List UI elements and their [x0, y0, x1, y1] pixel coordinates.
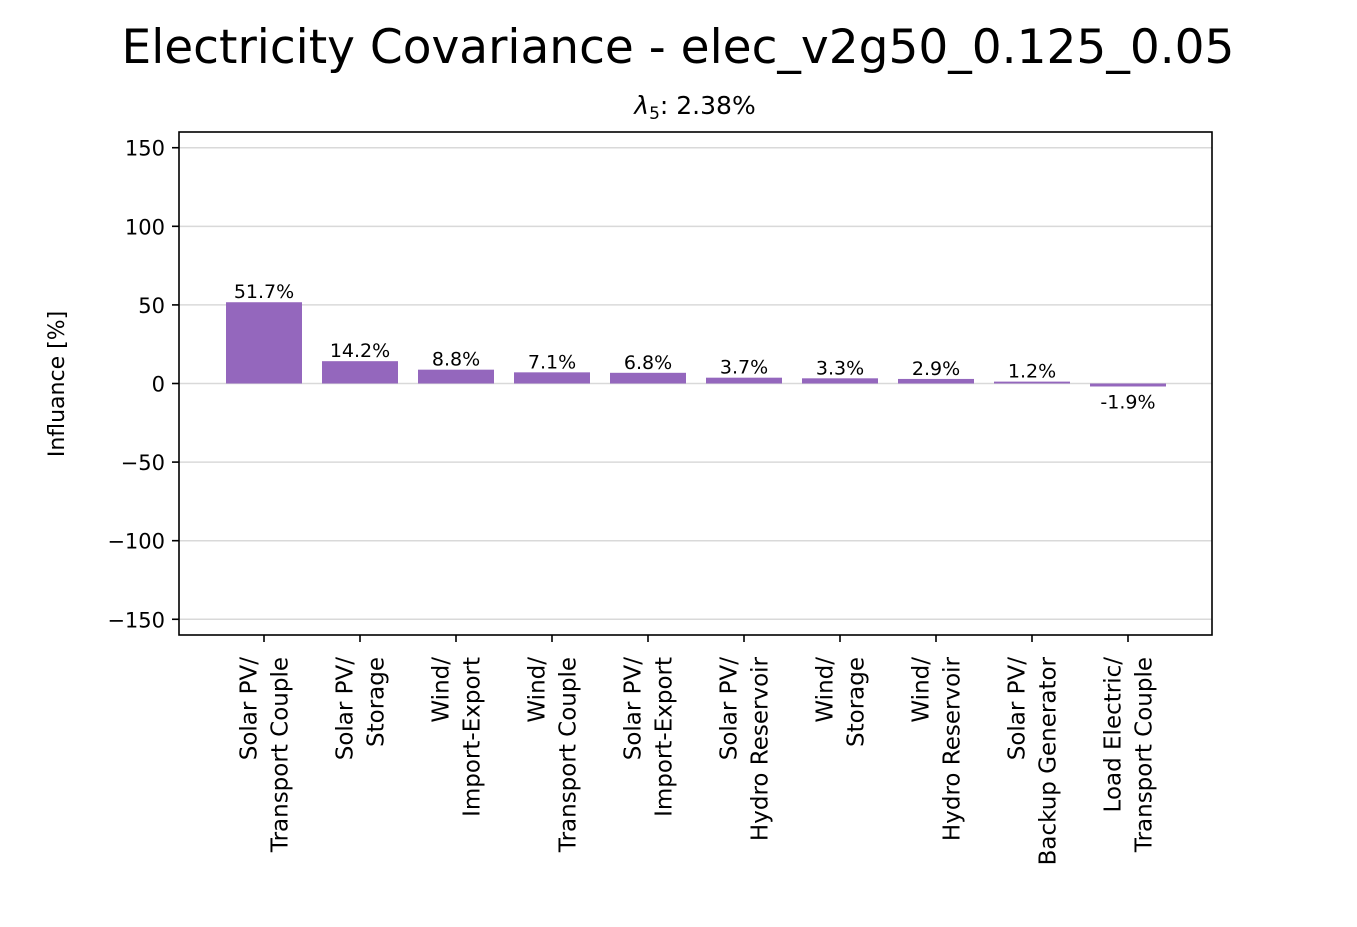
y-tick-label: −100 [107, 530, 165, 554]
data-label: 3.7% [720, 357, 768, 379]
data-label: 51.7% [234, 281, 294, 303]
x-tick-label: Wind/Hydro Reservoir [909, 656, 966, 841]
y-tick-label: −50 [121, 451, 165, 475]
data-label: 1.2% [1008, 361, 1056, 383]
category-label: Wind/Import-Export [429, 657, 486, 817]
bars [226, 302, 1166, 387]
x-axis: Solar PV/Transport Couple Solar PV/Storag… [237, 635, 1158, 865]
x-tick-label: Wind/Import-Export [429, 657, 486, 817]
data-label: 14.2% [330, 340, 390, 362]
x-tick-label: Load Electric/Transport Couple [1101, 657, 1158, 853]
category-label: Solar PV/Storage [333, 657, 390, 761]
subtitle-text: : 2.38% [660, 91, 756, 120]
category-label: Wind/Hydro Reservoir [909, 656, 966, 841]
data-label: 8.8% [432, 349, 480, 371]
y-axis: 150 100 50 0 −50 −100 −150 [107, 137, 179, 632]
y-axis-label: Influance [%] [45, 311, 70, 457]
category-label: Solar PV/Transport Couple [237, 657, 294, 853]
y-tick-label: 50 [138, 294, 165, 318]
data-labels: 51.7% 14.2% 8.8% 7.1% 6.8% 3.7% 3.3% 2.9% 1.2% -1… [234, 281, 1156, 413]
y-tick-label: 150 [125, 137, 165, 161]
bar [514, 372, 590, 384]
data-label: 3.3% [816, 357, 864, 379]
bar [994, 381, 1070, 384]
bar [418, 369, 494, 384]
subtitle-symbol: λ [632, 91, 649, 120]
data-label: 6.8% [624, 352, 672, 374]
bar [1090, 383, 1166, 387]
data-label: 7.1% [528, 351, 576, 373]
category-label: Wind/Storage [813, 657, 870, 747]
x-tick-label: Solar PV/Import-Export [621, 657, 678, 817]
y-tick-label: 0 [152, 373, 165, 397]
bar [226, 302, 302, 384]
x-tick-label: Wind/Transport Couple [525, 657, 582, 853]
category-label: Load Electric/Transport Couple [1101, 657, 1158, 853]
bar [898, 378, 974, 384]
category-label: Wind/Transport Couple [525, 657, 582, 853]
chart-title: Electricity Covariance - elec_v2g50_0.12… [122, 20, 1235, 75]
bar [706, 377, 782, 384]
bar [802, 378, 878, 384]
data-label: 2.9% [912, 358, 960, 380]
data-label: -1.9% [1100, 391, 1155, 413]
x-tick-label: Solar PV/Hydro Reservoir [717, 656, 774, 841]
x-tick-label: Solar PV/Backup Generator [1005, 656, 1062, 865]
bar [322, 361, 398, 384]
x-tick-label: Solar PV/Storage [333, 657, 390, 761]
x-tick-label: Wind/Storage [813, 657, 870, 747]
category-label: Solar PV/Hydro Reservoir [717, 656, 774, 841]
subtitle-subscript: 5 [649, 104, 660, 124]
category-label: Solar PV/Backup Generator [1005, 656, 1062, 865]
x-tick-label: Solar PV/Transport Couple [237, 657, 294, 853]
chart-subtitle: λ5: 2.38% [632, 91, 755, 124]
y-tick-label: −150 [107, 608, 165, 632]
category-label: Solar PV/Import-Export [621, 657, 678, 817]
y-tick-label: 100 [125, 215, 165, 239]
bar [610, 372, 686, 384]
